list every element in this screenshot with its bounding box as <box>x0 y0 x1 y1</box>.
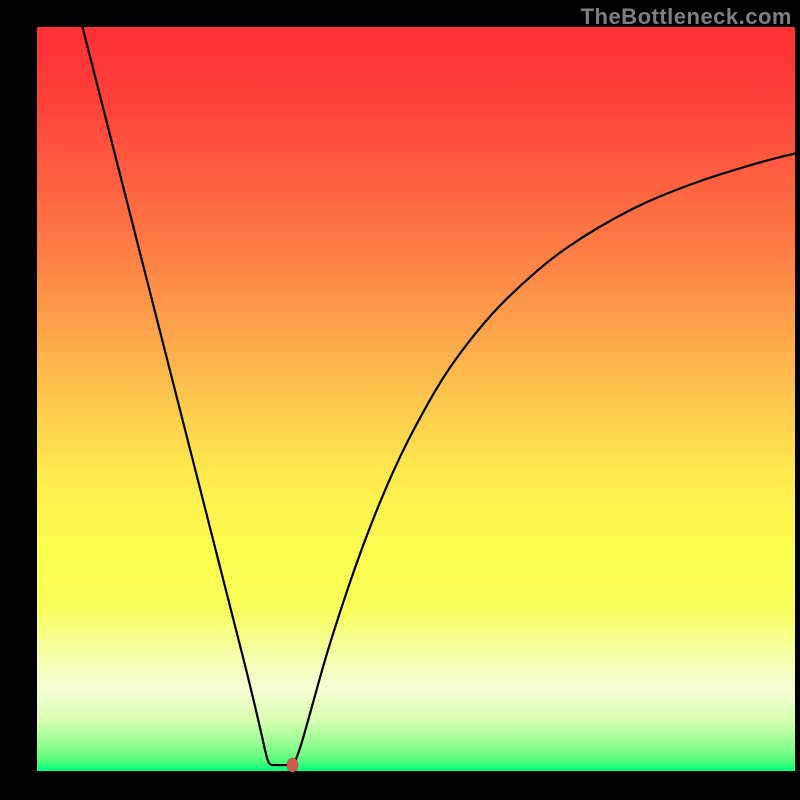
bottleneck-curve <box>82 27 795 765</box>
plot-area <box>37 27 795 771</box>
chart-container: TheBottleneck.com <box>0 0 800 800</box>
watermark-text: TheBottleneck.com <box>581 4 792 30</box>
optimum-marker <box>287 758 298 772</box>
curve-layer <box>37 27 795 771</box>
